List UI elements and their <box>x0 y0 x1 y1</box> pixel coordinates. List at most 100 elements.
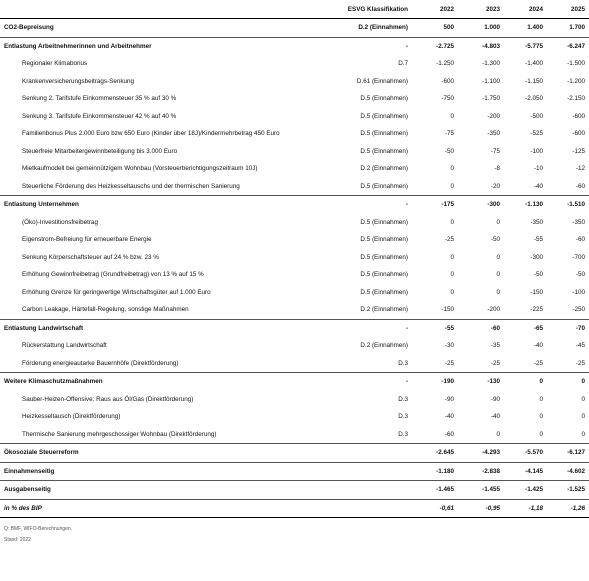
item-row: Krankenversicherungsbeitrags-Senkung D.61… <box>0 73 589 91</box>
value-cell: -600 <box>441 77 454 85</box>
esvg-cell: D.5 (Einnahmen) <box>360 147 408 155</box>
value-cell: -25 <box>490 359 500 367</box>
value-cell: -2.838 <box>458 461 504 481</box>
value-cell: -500 <box>530 112 543 120</box>
esvg-cell <box>330 498 412 518</box>
row-label: Erhöhung Gewinnfreibetrag (Grundfreibetr… <box>22 271 204 279</box>
value-cell: 0 <box>496 288 500 296</box>
value-cell: 0 <box>547 372 589 391</box>
esvg-cell: - <box>330 195 412 214</box>
row-label: Thermische Sanierung mehrgeschossiger Wo… <box>22 430 217 438</box>
value-cell: -125 <box>572 147 585 155</box>
value-cell: -750 <box>441 95 454 103</box>
value-cell: -4.602 <box>547 461 589 481</box>
row-label: Regionaler Klimabonus <box>22 60 88 68</box>
item-row: Förderung energieautarke Bauernhöfe (Dir… <box>0 355 589 373</box>
item-row: Eigenstrom-Befreiung für erneuerbare Ene… <box>0 231 589 249</box>
value-cell: -90 <box>490 395 500 403</box>
item-row: Mietkaufmodell bei gemeinnützigem Wohnba… <box>0 160 589 178</box>
value-cell: -20 <box>490 182 500 190</box>
item-row: Steuerliche Förderung des Heizkesseltaus… <box>0 178 589 196</box>
value-cell: -1.180 <box>412 461 458 481</box>
esvg-cell: - <box>330 318 412 337</box>
value-cell: -1.425 <box>504 480 547 499</box>
value-cell: 0 <box>450 112 454 120</box>
row-label: Carbon Leakage, Härtefall-Regelung, sons… <box>22 306 189 314</box>
value-cell: -12 <box>575 165 585 173</box>
header-cell: 2023 <box>458 0 504 19</box>
row-label: Steuerliche Förderung des Heizkesseltaus… <box>22 182 240 190</box>
esvg-cell <box>330 443 412 462</box>
value-cell: -4.145 <box>504 461 547 481</box>
value-cell: -190 <box>412 372 458 391</box>
row-label: Heizkesseltausch (Direktförderung) <box>22 413 121 421</box>
value-cell: -1.250 <box>436 60 454 68</box>
value-cell: 0 <box>450 288 454 296</box>
value-cell: -200 <box>487 306 500 314</box>
value-cell: -1.300 <box>482 60 500 68</box>
row-label: Senkung Körperschaftsteuer auf 24 % bzw.… <box>22 253 159 261</box>
value-cell: -1.510 <box>547 195 589 214</box>
row-label: Ausgabenseitig <box>0 480 330 499</box>
row-label: (Öko)-Investitionsfreibetrag <box>22 218 98 226</box>
row-label: CO2-Bepreisung <box>0 18 330 37</box>
esvg-cell: D.5 (Einnahmen) <box>360 182 408 190</box>
row-label: Weitere Klimaschutzmaßnahmen <box>0 372 330 391</box>
row-label: Steuerfreie Mitarbeitergewinnbeteiligung… <box>22 147 178 155</box>
value-cell: -1.750 <box>482 95 500 103</box>
value-cell: -8 <box>494 165 500 173</box>
value-cell: -6.127 <box>547 443 589 462</box>
value-cell: -150 <box>530 288 543 296</box>
value-cell: -25 <box>533 359 543 367</box>
header-cell: ESVG Klassifikation <box>330 0 412 19</box>
value-cell: -350 <box>572 218 585 226</box>
value-cell: -55 <box>412 318 458 337</box>
value-cell: 0 <box>539 395 543 403</box>
total-row: CO2-Bepreisung D.2 (Einnahmen) 500 1.000 1.4… <box>0 18 589 37</box>
value-cell: -5.775 <box>504 36 547 55</box>
value-cell: -50 <box>533 271 543 279</box>
row-label: Förderung energieautarke Bauernhöfe (Dir… <box>22 359 179 367</box>
value-cell: -1,18 <box>504 498 547 518</box>
value-cell: -600 <box>572 112 585 120</box>
esvg-cell: D.2 (Einnahmen) <box>360 306 408 314</box>
header-cell: 2022 <box>412 0 458 19</box>
total-row: Entlastung Landwirtschaft - -55 -60 -65 -70 <box>0 318 589 337</box>
value-cell: -40 <box>533 342 543 350</box>
value-cell: 0 <box>581 395 585 403</box>
value-cell: 0 <box>450 271 454 279</box>
value-cell: 0 <box>496 218 500 226</box>
value-cell: -0,61 <box>412 498 458 518</box>
value-cell: -25 <box>575 359 585 367</box>
row-label: Familienbonus Plus 2.000 Euro bzw 650 Eu… <box>22 130 280 138</box>
value-cell: -60 <box>575 236 585 244</box>
value-cell: -1.100 <box>482 77 500 85</box>
value-cell: -40 <box>533 182 543 190</box>
header-cell: 2025 <box>547 0 589 19</box>
value-cell: -350 <box>487 130 500 138</box>
value-cell: -60 <box>444 430 454 438</box>
total-row: in % des BIP -0,61 -0,95 -1,18 -1,26 <box>0 498 589 518</box>
value-cell: -100 <box>530 147 543 155</box>
value-cell: -30 <box>444 342 454 350</box>
value-cell: 1.400 <box>504 18 547 37</box>
value-cell: -10 <box>533 165 543 173</box>
total-row: Einnahmenseitig -1.180 -2.838 -4.145 -4.602 <box>0 461 589 481</box>
value-cell: -6.247 <box>547 36 589 55</box>
header-cell: 2024 <box>504 0 547 19</box>
row-label: Erhöhung Grenze für geringwertige Wirtsc… <box>22 288 211 296</box>
value-cell: -35 <box>490 342 500 350</box>
value-cell: -50 <box>490 236 500 244</box>
item-row: Erhöhung Gewinnfreibetrag (Grundfreibetr… <box>0 266 589 284</box>
value-cell: -525 <box>530 130 543 138</box>
item-row: Heizkesseltausch (Direktförderung) D.3 -40… <box>0 408 589 426</box>
header-row: ESVG Klassifikation 2022 2023 2024 2025 <box>0 0 589 19</box>
value-cell: -40 <box>444 413 454 421</box>
row-label: Senkung 2. Tarifstufe Einkommensteuer 35… <box>22 95 177 103</box>
esvg-cell: D.2 (Einnahmen) <box>330 18 412 37</box>
value-cell: -1.525 <box>547 480 589 499</box>
esvg-cell <box>330 461 412 481</box>
table: ESVG Klassifikation 2022 2023 2024 2025 CO2-… <box>0 0 589 518</box>
value-cell: -150 <box>441 306 454 314</box>
value-cell: 0 <box>496 271 500 279</box>
